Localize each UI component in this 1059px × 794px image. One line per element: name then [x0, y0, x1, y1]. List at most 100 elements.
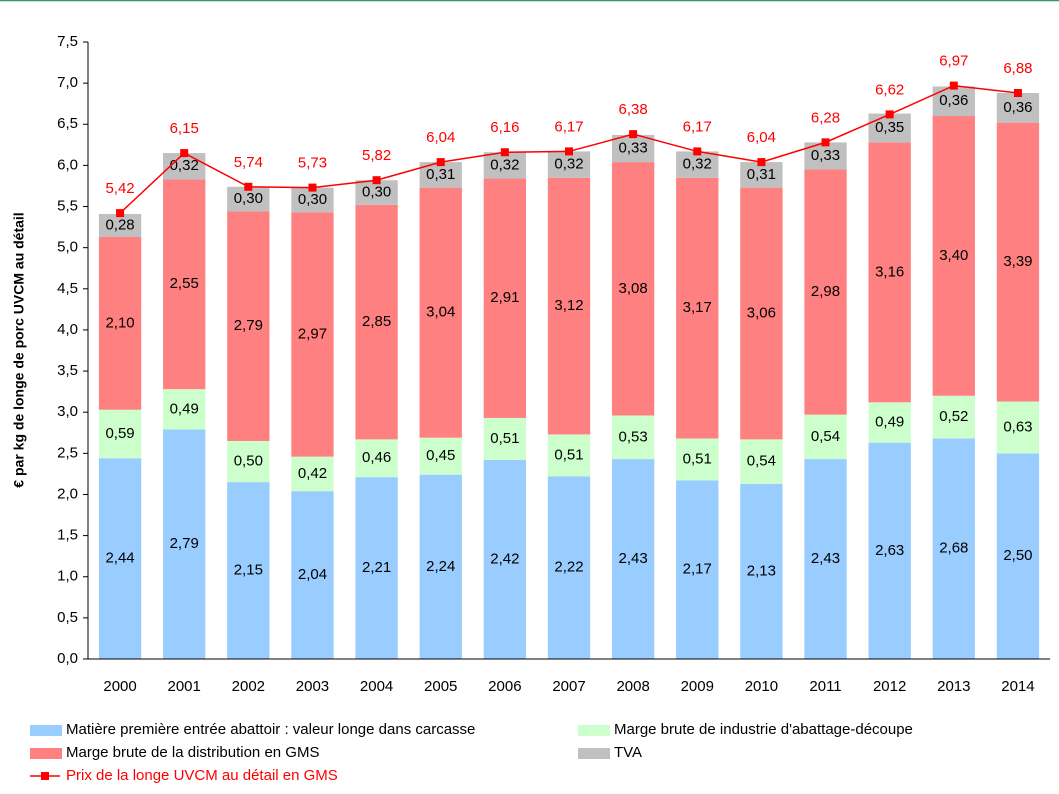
- data-label: 0,35: [875, 119, 904, 136]
- data-label: 0,51: [490, 430, 519, 447]
- data-label: 0,50: [234, 453, 263, 470]
- data-label: 6,62: [875, 81, 904, 98]
- y-tick-label: 7,5: [57, 33, 78, 50]
- bar-segment: [676, 151, 719, 178]
- data-label: 3,04: [426, 304, 455, 321]
- bar-segment: [676, 177, 719, 439]
- data-label: 0,51: [683, 450, 712, 467]
- data-label: 2,79: [234, 317, 263, 334]
- legend-swatch: [41, 772, 49, 780]
- data-label: 0,30: [362, 184, 391, 201]
- data-label: 2,55: [170, 275, 199, 292]
- data-label: 0,42: [298, 465, 327, 482]
- line-marker: [116, 209, 125, 218]
- bar-segment: [227, 211, 270, 441]
- bar-segment: [355, 180, 398, 205]
- bar-segment: [227, 186, 270, 212]
- data-label: 3,39: [1003, 253, 1032, 270]
- bar-segment: [611, 415, 655, 460]
- line-marker: [308, 183, 317, 192]
- data-label: 2,15: [234, 562, 263, 579]
- data-label: 6,15: [170, 120, 199, 137]
- bar-segment: [804, 169, 847, 415]
- y-tick-label: 0,5: [57, 609, 78, 626]
- bar-segment: [163, 389, 206, 430]
- bar-segment: [483, 459, 527, 659]
- legend-label: Marge brute de la distribution en GMS: [66, 744, 319, 761]
- y-tick-label: 5,5: [57, 198, 78, 215]
- y-tick-label: 1,5: [57, 527, 78, 544]
- x-tick-label: 2003: [296, 678, 329, 695]
- bar-segment: [932, 395, 975, 439]
- data-label: 0,32: [170, 157, 199, 174]
- y-tick-label: 4,5: [57, 280, 78, 297]
- data-label: 2,13: [747, 562, 776, 579]
- legend-swatch: [578, 748, 610, 759]
- data-label: 2,21: [362, 559, 391, 576]
- y-tick-label: 0,0: [57, 650, 78, 667]
- bar-segment: [868, 442, 911, 659]
- line-marker: [1013, 89, 1022, 98]
- x-tick-label: 2014: [1001, 678, 1034, 695]
- bar-segment: [611, 459, 655, 659]
- data-label: 0,33: [619, 140, 648, 157]
- data-label: 5,74: [234, 154, 263, 171]
- y-tick-label: 1,0: [57, 568, 78, 585]
- bar-segment: [932, 438, 975, 659]
- data-label: 2,43: [811, 550, 840, 567]
- bar-segment: [676, 438, 719, 481]
- bar-segment: [419, 474, 462, 659]
- data-label: 0,51: [554, 446, 583, 463]
- data-label: 3,16: [875, 263, 904, 280]
- bar-segment: [227, 482, 270, 659]
- bar-segment: [740, 162, 783, 188]
- x-tick-label: 2012: [873, 678, 906, 695]
- legend-swatch: [578, 725, 610, 736]
- data-label: 2,91: [490, 289, 519, 306]
- y-tick-label: 6,0: [57, 156, 78, 173]
- bar-segment: [163, 429, 206, 659]
- data-label: 2,44: [105, 550, 134, 567]
- x-tick-label: 2011: [809, 678, 841, 695]
- bar-segment: [996, 93, 1040, 123]
- bar-segment: [740, 187, 783, 440]
- x-tick-label: 2002: [232, 678, 265, 695]
- data-label: 2,22: [554, 559, 583, 576]
- data-label: 5,82: [362, 147, 391, 164]
- bar-segment: [868, 142, 911, 403]
- data-label: 2,68: [939, 540, 968, 557]
- bar-segment: [547, 434, 591, 477]
- data-label: 2,98: [811, 283, 840, 300]
- data-label: 6,28: [811, 109, 840, 126]
- x-tick-label: 2008: [616, 678, 649, 695]
- y-tick-label: 2,5: [57, 444, 78, 461]
- x-tick-label: 2000: [103, 678, 136, 695]
- data-label: 2,50: [1003, 547, 1032, 564]
- legend-label: Marge brute de industrie d'abattage-déco…: [614, 721, 913, 738]
- legend-label: Prix de la longe UVCM au détail en GMS: [66, 767, 338, 784]
- data-label: 2,97: [298, 325, 327, 342]
- line-marker: [885, 110, 894, 119]
- bar-segment: [355, 439, 398, 478]
- bar-segment: [996, 453, 1040, 659]
- y-tick-label: 3,0: [57, 403, 78, 420]
- data-label: 6,17: [554, 118, 583, 135]
- bar-segment: [740, 439, 783, 484]
- x-tick-label: 2005: [424, 678, 457, 695]
- data-label: 0,49: [170, 400, 199, 417]
- data-label: 0,49: [875, 413, 904, 430]
- y-axis-label: € par kg de longe de porc UVCM au détail: [11, 212, 27, 487]
- bar-segment: [291, 491, 334, 659]
- bar-segment: [547, 151, 591, 178]
- bar-segment: [227, 440, 270, 483]
- bar-segment: [98, 236, 142, 410]
- line-marker: [500, 148, 509, 157]
- bar-segment: [483, 417, 527, 460]
- bar-segment: [483, 178, 527, 418]
- y-tick-label: 4,0: [57, 321, 78, 338]
- x-tick-label: 2010: [745, 678, 778, 695]
- y-tick-label: 5,0: [57, 239, 78, 256]
- bar-segment: [483, 152, 527, 179]
- bar-segment: [291, 212, 334, 457]
